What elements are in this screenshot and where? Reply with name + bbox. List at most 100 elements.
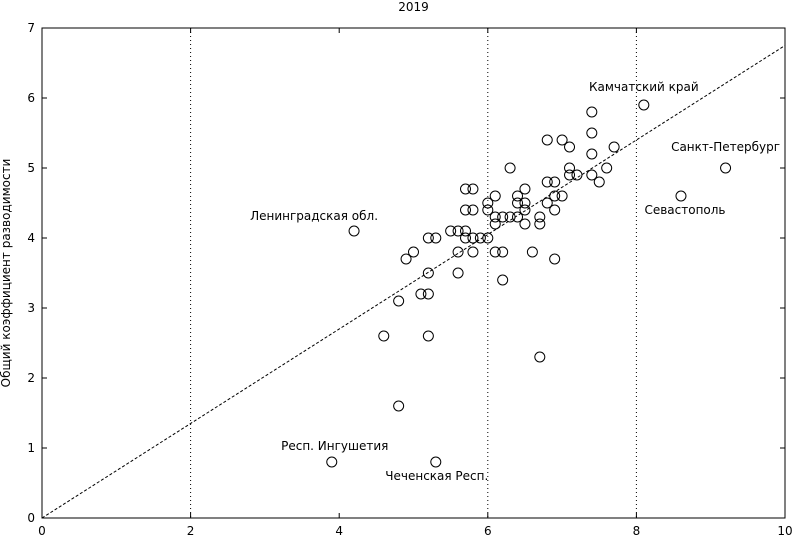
data-point	[586, 127, 598, 139]
y-axis-title: Общий коэффициент разводимости	[0, 159, 13, 388]
data-point	[504, 211, 516, 223]
data-point	[452, 267, 464, 279]
point-annotation-label: Севастополь	[644, 203, 725, 217]
data-point	[460, 183, 472, 195]
data-point	[467, 183, 479, 195]
data-point	[519, 218, 531, 230]
data-point	[512, 197, 524, 209]
data-point	[497, 211, 509, 223]
data-point	[586, 106, 598, 118]
data-point	[326, 456, 338, 468]
data-point	[497, 246, 509, 258]
y-tick-label: 2	[27, 371, 35, 385]
data-point	[519, 197, 531, 209]
data-point	[608, 141, 620, 153]
data-point	[430, 232, 442, 244]
data-point	[541, 176, 553, 188]
data-point	[549, 190, 561, 202]
data-point	[564, 162, 576, 174]
data-point	[534, 218, 546, 230]
data-point	[556, 190, 568, 202]
data-point	[422, 232, 434, 244]
data-point	[460, 204, 472, 216]
data-point	[675, 190, 687, 202]
data-point	[467, 232, 479, 244]
point-annotation-label: Чеченская Респ.	[385, 469, 488, 483]
trend-line-group	[41, 45, 786, 519]
data-point	[482, 232, 494, 244]
data-point	[474, 232, 486, 244]
data-point	[430, 456, 442, 468]
y-tick-label: 1	[27, 441, 35, 455]
data-point	[422, 267, 434, 279]
x-tick-label: 2	[187, 524, 195, 538]
data-point	[482, 204, 494, 216]
data-point	[512, 211, 524, 223]
data-point	[445, 225, 457, 237]
data-point	[452, 225, 464, 237]
y-tick-label: 5	[27, 161, 35, 175]
data-point	[534, 211, 546, 223]
point-annotations: Камчатский край Санкт-Петербург Севастопол…	[250, 80, 780, 483]
point-annotation-label: Камчатский край	[589, 80, 699, 94]
data-point	[489, 211, 501, 223]
y-tick-label: 3	[27, 301, 35, 315]
chart-title: 2019	[398, 0, 429, 14]
data-point	[720, 162, 732, 174]
data-point	[460, 232, 472, 244]
data-point	[541, 134, 553, 146]
data-point	[489, 218, 501, 230]
data-point	[408, 246, 419, 258]
point-annotation-label: Ленинградская обл.	[250, 209, 378, 223]
data-point	[519, 204, 531, 216]
data-point	[497, 274, 509, 286]
data-point	[422, 288, 434, 300]
data-point	[593, 176, 605, 188]
y-tick-label: 0	[27, 511, 35, 525]
y-tick-label: 7	[27, 21, 35, 35]
data-point	[586, 148, 598, 160]
data-point	[348, 225, 360, 237]
data-point	[556, 134, 568, 146]
data-point	[549, 176, 561, 188]
data-point	[415, 288, 427, 300]
data-point	[526, 246, 538, 258]
data-point	[586, 169, 598, 181]
data-point	[638, 99, 650, 111]
y-tick-label: 4	[27, 231, 35, 245]
data-point	[541, 197, 553, 209]
data-point	[460, 225, 472, 237]
data-point	[489, 190, 501, 202]
y-axis-ticks: 0 1 2 3 4 5 6 7	[27, 21, 785, 525]
data-point	[452, 246, 464, 258]
data-point	[534, 351, 546, 363]
data-point	[482, 197, 494, 209]
data-point	[378, 330, 390, 342]
data-point	[571, 169, 583, 181]
data-point	[467, 246, 479, 258]
data-point	[512, 190, 524, 202]
data-point	[564, 169, 576, 181]
data-point	[504, 162, 516, 174]
x-tick-label: 8	[633, 524, 641, 538]
data-point	[489, 246, 501, 258]
x-tick-label: 0	[38, 524, 46, 538]
plot-frame	[41, 27, 786, 519]
data-point	[393, 295, 405, 307]
x-tick-label: 6	[484, 524, 492, 538]
data-point	[601, 162, 613, 174]
data-point	[564, 141, 576, 153]
x-axis-ticks: 0 2 4 6 8 10	[38, 28, 793, 538]
data-point	[422, 330, 434, 342]
data-point	[467, 204, 479, 216]
data-point	[549, 253, 561, 265]
data-point	[549, 204, 561, 216]
data-point	[519, 183, 531, 195]
trend-line	[41, 45, 786, 519]
x-tick-label: 4	[335, 524, 343, 538]
x-tick-label: 10	[777, 524, 792, 538]
point-annotation-label: Респ. Ингушетия	[281, 439, 388, 453]
point-annotation-label: Санкт-Петербург	[671, 140, 780, 154]
data-points	[326, 99, 732, 468]
